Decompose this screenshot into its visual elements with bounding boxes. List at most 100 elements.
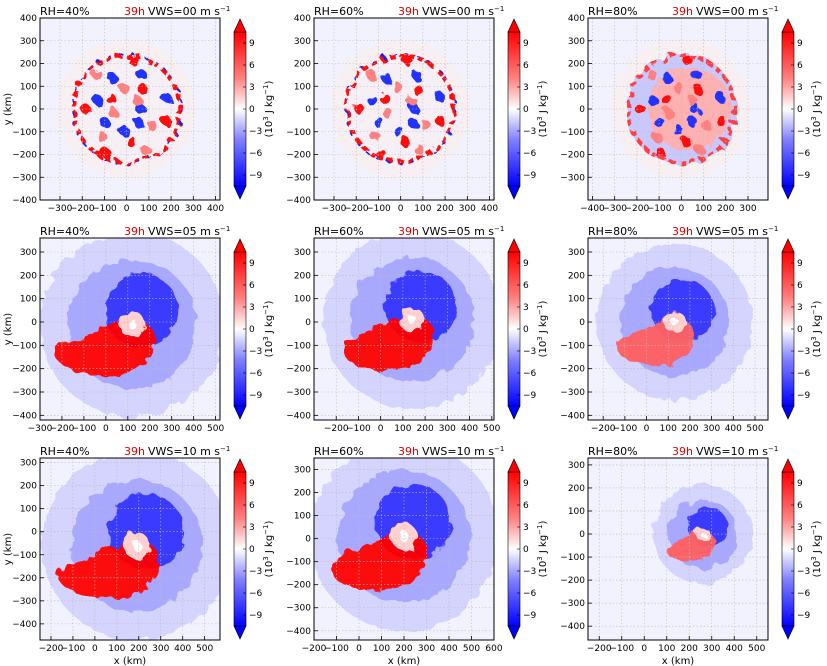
y-tick-label: 100 bbox=[294, 512, 311, 522]
x-tick-label: −100 bbox=[72, 424, 97, 434]
y-tick-label: 0 bbox=[305, 535, 311, 545]
panel-time-label: 39h bbox=[672, 445, 693, 458]
colorbar-min-arrow bbox=[507, 625, 521, 640]
colorbar-tick-label: −6 bbox=[797, 589, 811, 599]
colorbar-label: (103 J kg−1) bbox=[810, 301, 823, 358]
y-tick-label: 200 bbox=[294, 60, 311, 70]
y-tick-label: 0 bbox=[579, 530, 585, 540]
plot-frame bbox=[39, 237, 221, 421]
colorbar-tick-label: −6 bbox=[249, 149, 263, 159]
y-tick-label: −300 bbox=[560, 599, 585, 609]
colorbar-label: (103 J kg−1) bbox=[810, 521, 823, 578]
field-6 bbox=[588, 238, 768, 420]
y-tick-label: 300 bbox=[568, 461, 585, 471]
y-tick-label: −400 bbox=[560, 622, 585, 632]
y-tick-label: −100 bbox=[286, 128, 311, 138]
y-tick-label: −100 bbox=[12, 341, 37, 351]
y-tick-label: 300 bbox=[294, 37, 311, 47]
x-tick-label: 0 bbox=[678, 204, 684, 214]
field-5 bbox=[314, 238, 494, 420]
colorbar-tick-label: −6 bbox=[797, 149, 811, 159]
panel-time-label: 39h bbox=[398, 225, 419, 238]
x-tick-label: 500 bbox=[207, 424, 224, 434]
colorbar-tick-label: 3 bbox=[249, 83, 255, 93]
x-tick-label: 400 bbox=[185, 424, 202, 434]
colorbar-max-arrow bbox=[233, 238, 247, 253]
y-tick-label: −200 bbox=[12, 574, 37, 584]
colorbar-tick-label: 0 bbox=[523, 325, 529, 335]
x-tick-label: 200 bbox=[130, 644, 147, 654]
y-tick-label: −100 bbox=[12, 551, 37, 561]
colorbar-label: (103 J kg−1) bbox=[810, 81, 823, 138]
panel-7: −200−100 0 100 200 300 400 500−400−300−200−100… bbox=[3, 445, 275, 666]
x-tick-label: 400 bbox=[207, 204, 224, 214]
x-tick-label: 0 bbox=[92, 644, 98, 654]
y-tick-label: −100 bbox=[560, 553, 585, 563]
x-tick-label: −100 bbox=[609, 644, 634, 654]
x-tick-label: 100 bbox=[373, 644, 390, 654]
colorbar-tick-label: 3 bbox=[797, 303, 803, 313]
colorbar-tick-label: 0 bbox=[249, 325, 255, 335]
x-tick-label: −100 bbox=[613, 424, 638, 434]
panel-time-label: 39h bbox=[672, 5, 693, 18]
colorbar-tick-label: 6 bbox=[523, 61, 529, 71]
y-tick-label: 300 bbox=[568, 37, 585, 47]
colorbar: 9 6 3 0 −3 −6 −9 (103 J kg−1) bbox=[507, 18, 549, 200]
panel-rh-label: RH=40% bbox=[40, 225, 90, 238]
colorbar-label: (103 J kg−1) bbox=[536, 301, 549, 358]
panel-1: −300−200−100 0 100 200 300 400−400−300−200−10… bbox=[3, 5, 275, 214]
colorbar-min-arrow bbox=[233, 405, 247, 420]
y-tick-label: −200 bbox=[560, 151, 585, 161]
panel-vws-label: VWS=00 m s−1 bbox=[696, 5, 778, 18]
y-tick-label: 200 bbox=[568, 271, 585, 281]
y-tick-label: 400 bbox=[294, 14, 311, 24]
plot-frame bbox=[587, 237, 769, 421]
colorbar-min-arrow bbox=[233, 185, 247, 200]
field-8 bbox=[314, 458, 494, 640]
colorbar-tick-label: 6 bbox=[249, 61, 255, 71]
colorbar-tick-label: −3 bbox=[523, 347, 536, 357]
x-tick-label: 100 bbox=[660, 424, 677, 434]
x-tick-label: −100 bbox=[366, 204, 391, 214]
y-tick-label: −200 bbox=[286, 365, 311, 375]
colorbar-tick-label: −3 bbox=[797, 347, 810, 357]
field-1 bbox=[40, 18, 220, 200]
x-tick-label: 300 bbox=[439, 424, 456, 434]
colorbar-label: (103 J kg−1) bbox=[536, 81, 549, 138]
y-tick-label: 0 bbox=[31, 528, 37, 538]
y-tick-label: 100 bbox=[568, 507, 585, 517]
y-tick-label: 100 bbox=[568, 82, 585, 92]
panel-rh-label: RH=80% bbox=[588, 225, 638, 238]
x-tick-label: −200 bbox=[324, 424, 349, 434]
colorbar-max-arrow bbox=[233, 18, 247, 33]
x-tick-label: 0 bbox=[644, 424, 650, 434]
y-tick-label: 200 bbox=[20, 60, 37, 70]
x-tick-label: 500 bbox=[196, 644, 213, 654]
colorbar-max-arrow bbox=[507, 238, 521, 253]
y-tick-label: −100 bbox=[560, 128, 585, 138]
y-tick-label: −300 bbox=[560, 388, 585, 398]
colorbar-tick-label: −9 bbox=[249, 611, 263, 621]
panel-2: −300−200−100 0 100 200 300 400−400−300−200−10… bbox=[286, 5, 549, 214]
x-tick-label: −200 bbox=[50, 424, 75, 434]
colorbar-tick-label: −9 bbox=[797, 391, 811, 401]
y-tick-label: −200 bbox=[286, 581, 311, 591]
y-tick-label: 400 bbox=[568, 14, 585, 24]
colorbar-min-arrow bbox=[507, 405, 521, 420]
x-tick-label: −300 bbox=[28, 424, 53, 434]
x-tick-label: −300 bbox=[322, 204, 347, 214]
x-axis-label: x (km) bbox=[114, 656, 147, 666]
colorbar-tick-label: −3 bbox=[797, 127, 810, 137]
colorbar-tick-label: 9 bbox=[523, 259, 529, 269]
y-tick-label: −400 bbox=[286, 411, 311, 421]
y-tick-label: 200 bbox=[568, 484, 585, 494]
y-tick-label: −300 bbox=[560, 173, 585, 183]
colorbar-min-arrow bbox=[233, 625, 247, 640]
x-tick-label: 0 bbox=[103, 424, 109, 434]
y-axis-label: y (km) bbox=[3, 533, 14, 566]
panel-9: −200−100 0 100 200 300 400 500−400−300−200−100… bbox=[560, 445, 823, 666]
colorbar-tick-label: 3 bbox=[523, 303, 529, 313]
y-tick-label: 100 bbox=[294, 82, 311, 92]
y-tick-label: −300 bbox=[12, 388, 37, 398]
colorbar-tick-label: 6 bbox=[249, 281, 255, 291]
